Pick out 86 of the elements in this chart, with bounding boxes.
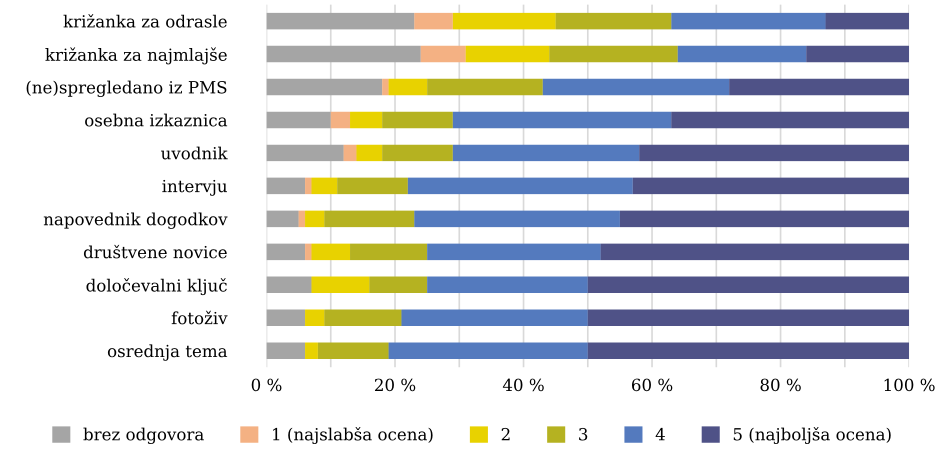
bar <box>588 310 910 326</box>
bar <box>678 46 806 62</box>
bar <box>382 112 453 128</box>
y-tick-label: intervju <box>162 180 227 196</box>
bar <box>466 46 550 62</box>
bar <box>266 244 306 260</box>
bar <box>305 178 312 194</box>
x-tick-label: 60 % <box>632 378 672 392</box>
bar <box>414 12 453 30</box>
bar <box>427 78 543 96</box>
bar <box>620 210 910 228</box>
bar <box>427 276 588 294</box>
bar <box>266 144 344 162</box>
y-tick-label: križanka za najmlajše <box>45 47 227 64</box>
bar <box>324 310 402 326</box>
bar <box>344 144 356 162</box>
bar <box>388 78 428 96</box>
legend-label: brez odgovora <box>83 428 204 444</box>
y-tick-label: fotoživ <box>172 310 228 324</box>
bar <box>305 210 324 228</box>
bar <box>729 78 910 96</box>
bar <box>266 46 421 62</box>
bar <box>266 178 306 194</box>
bar <box>311 276 370 294</box>
bar <box>600 244 910 260</box>
y-tick-label: društvene novice <box>84 244 227 258</box>
bar <box>401 310 588 326</box>
bar <box>266 342 306 359</box>
legend-label: 1 (najslabša ocena) <box>273 426 433 444</box>
bar <box>330 112 350 128</box>
bar <box>266 112 331 128</box>
y-tick-label: (ne)spregledano iz PMS <box>26 80 226 98</box>
bar <box>324 210 414 228</box>
bar <box>382 78 389 96</box>
bar <box>388 342 588 359</box>
legend-label: 3 <box>579 428 588 441</box>
bar <box>414 210 620 228</box>
bar <box>298 210 306 228</box>
y-tick-label: križanka za odrasle <box>64 14 227 28</box>
bar <box>408 178 633 194</box>
bar <box>452 144 640 162</box>
bar <box>549 46 678 62</box>
bar <box>671 12 826 30</box>
bar <box>671 112 910 128</box>
legend-label: 2 <box>502 428 510 440</box>
bar <box>337 178 408 194</box>
y-tick-label: uvodnik <box>161 146 228 160</box>
bar <box>350 112 382 128</box>
legend-label: 5 (najboljša ocena) <box>734 426 891 444</box>
bar <box>588 342 910 359</box>
bar <box>382 144 453 162</box>
x-tick-label: 0 % <box>252 378 282 392</box>
y-tick-label: napovednik dogodkov <box>44 212 228 229</box>
bar <box>356 144 382 162</box>
bar <box>452 12 556 30</box>
bar <box>806 46 910 62</box>
bar <box>639 144 910 162</box>
x-tick-label: 100 % <box>884 378 935 392</box>
bar <box>632 178 910 194</box>
bar <box>452 112 672 128</box>
bar <box>266 78 382 96</box>
bar <box>305 342 318 359</box>
x-tick-label: 40 % <box>502 378 544 392</box>
bar <box>427 244 601 260</box>
bar <box>266 310 306 326</box>
x-tick-label: 20 % <box>374 378 416 392</box>
bar <box>318 342 389 359</box>
bar <box>542 78 730 96</box>
y-tick-label: osebna izkaznica <box>85 114 228 127</box>
bar <box>588 276 910 294</box>
bar <box>369 276 428 294</box>
legend-label: 4 <box>656 428 665 440</box>
x-tick-label: 80 % <box>760 378 801 392</box>
bar <box>311 178 338 194</box>
bar <box>350 244 428 260</box>
bar <box>266 276 312 294</box>
bar <box>305 310 324 326</box>
bar <box>420 46 466 62</box>
bar <box>305 244 312 260</box>
y-tick-label: osrednja tema <box>108 344 228 361</box>
bar <box>266 210 299 228</box>
bar <box>311 244 350 260</box>
bar <box>826 12 910 30</box>
y-tick-label: določevalni ključ <box>86 278 227 296</box>
bar <box>266 12 414 30</box>
bar <box>556 12 672 30</box>
